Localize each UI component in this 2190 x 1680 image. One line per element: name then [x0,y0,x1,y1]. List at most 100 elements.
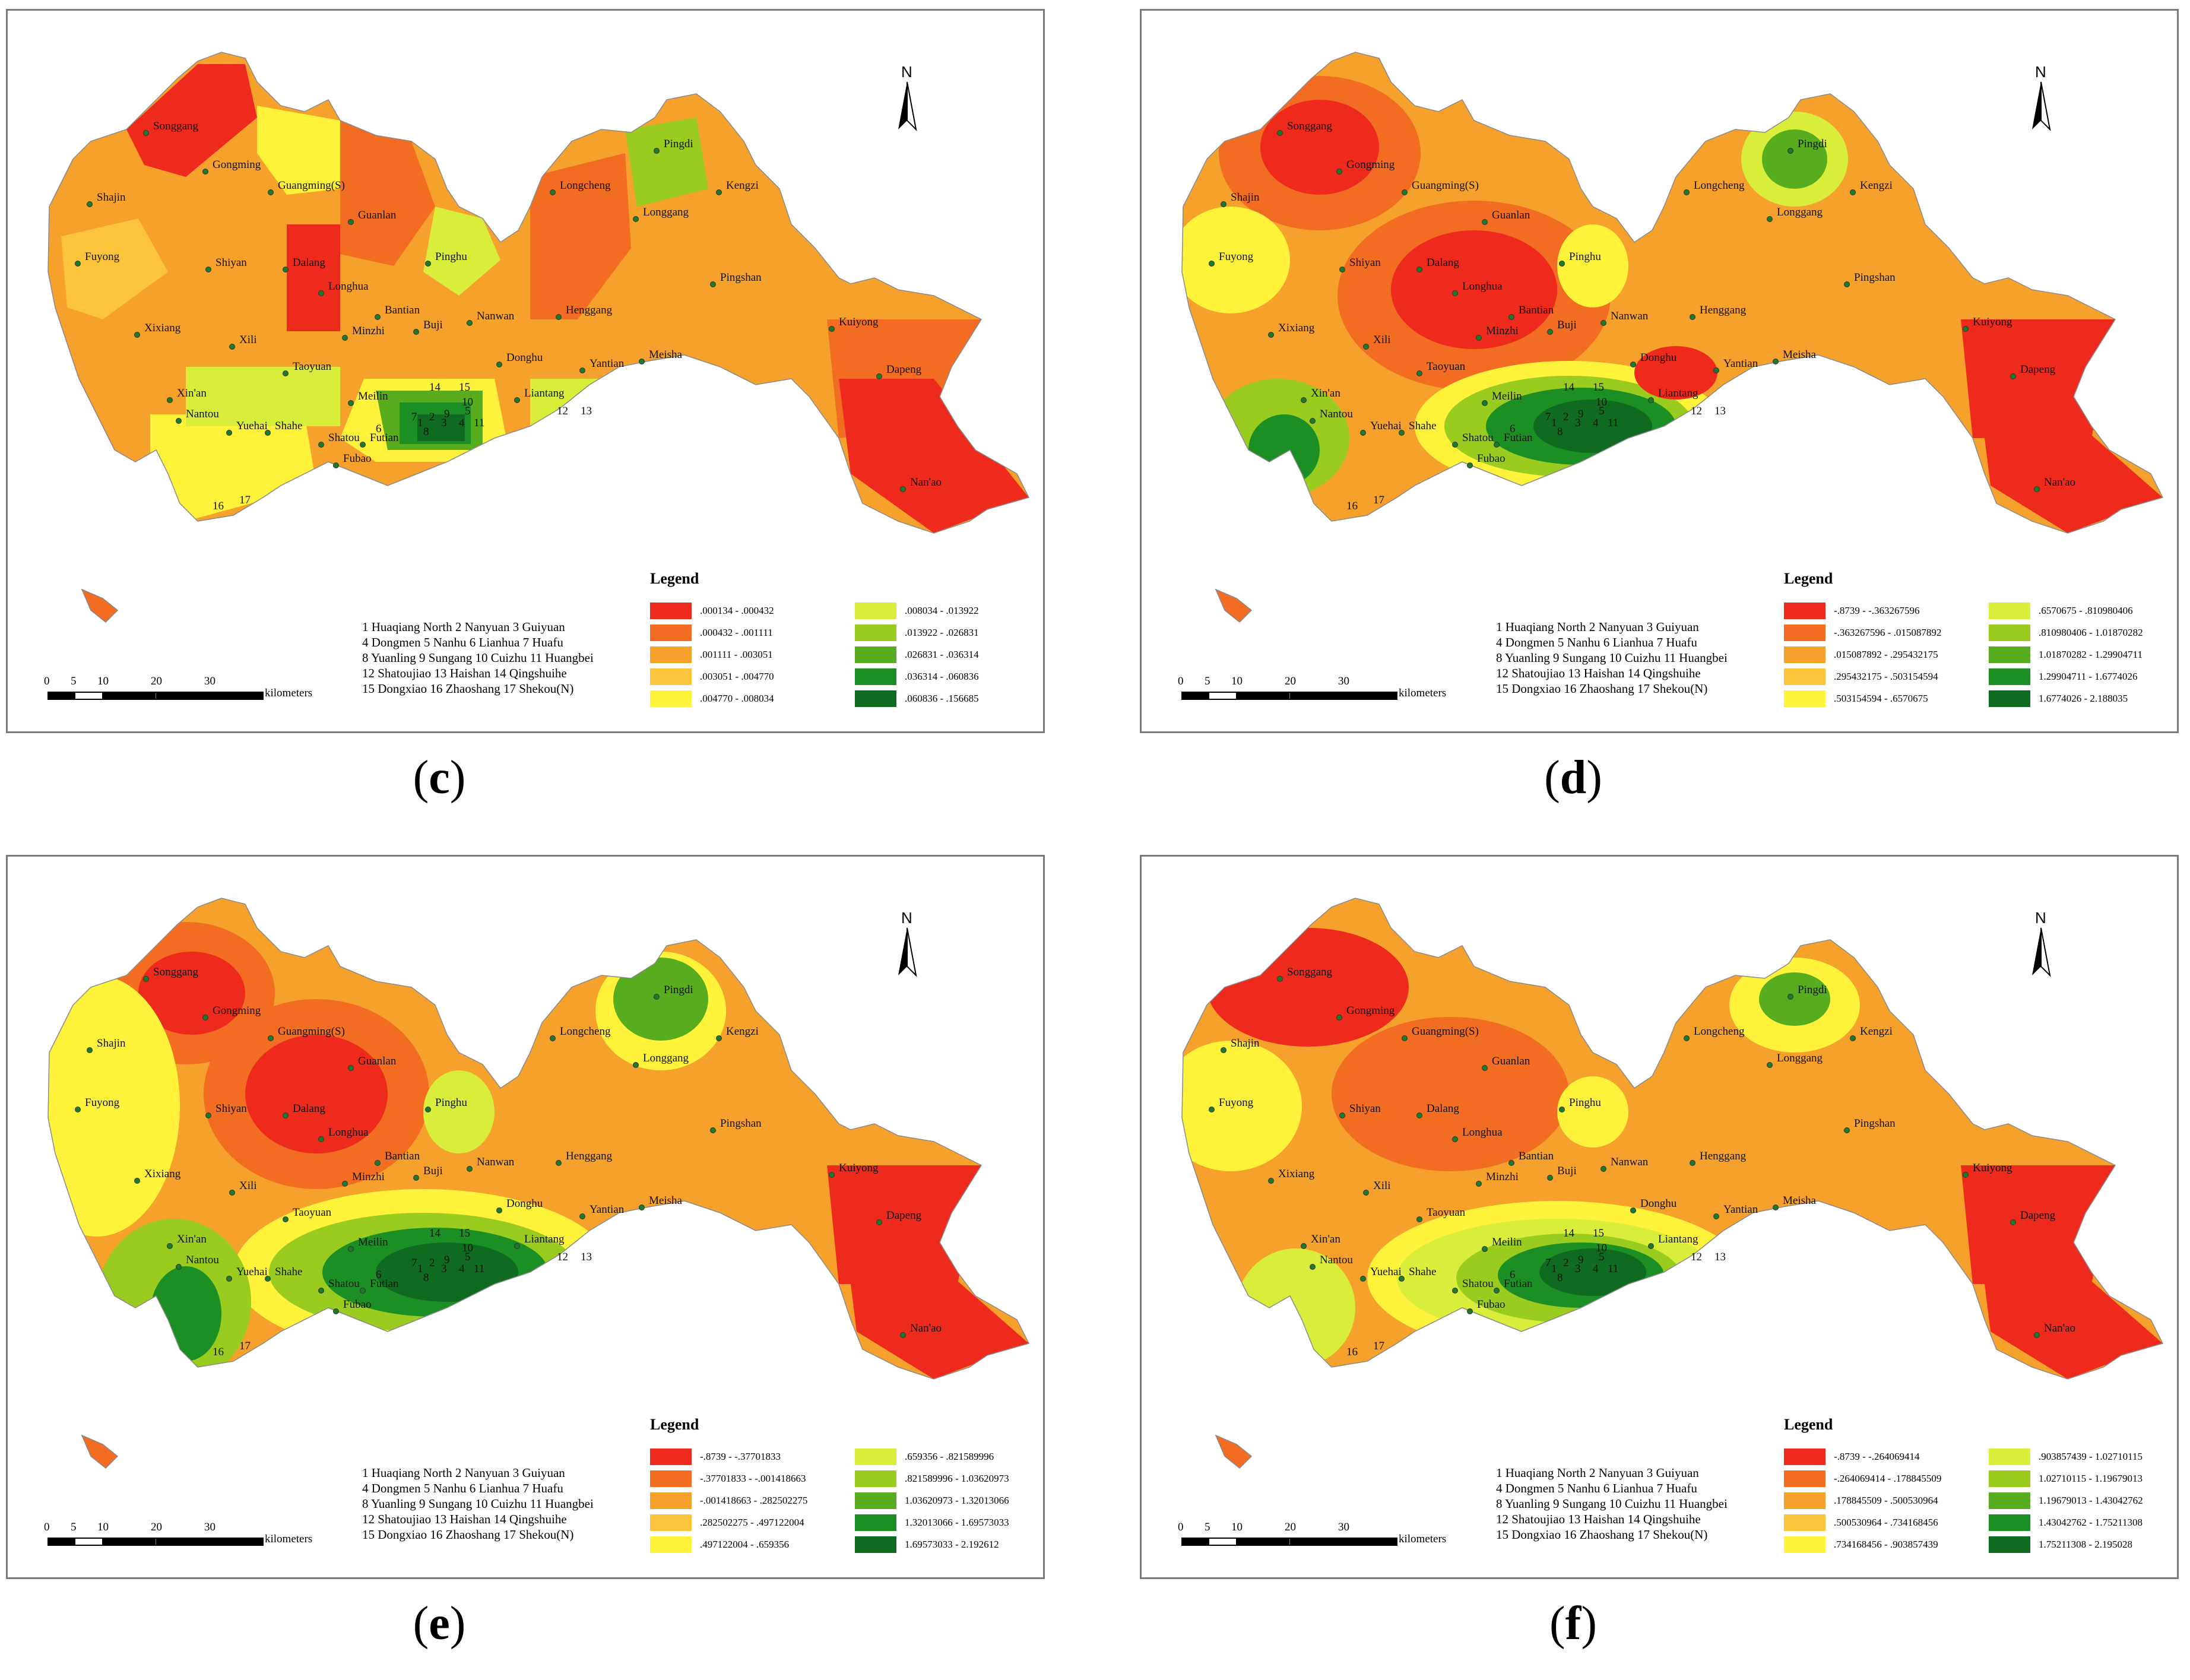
station-list-line: 8 Yuanling 9 Sungang 10 Cuizhu 11 Huangb… [362,1497,594,1511]
station-number: 12 [1691,405,1702,417]
place-label: Guangming(S) [278,1025,345,1038]
place-label: Donghu [1640,1197,1677,1210]
station-number: 8 [1557,426,1563,438]
station-marker [318,290,324,296]
station-marker [342,1181,348,1187]
place-label: Shatou [1462,432,1494,444]
station-marker [1452,1136,1458,1142]
station-marker [496,1207,502,1213]
legend-range: 1.01870282 - 1.29904711 [2039,649,2143,660]
legend-item: .004770 - .008034 [650,690,774,707]
station-marker [579,1213,585,1219]
station-marker [134,1178,140,1184]
station-number: 10 [462,396,473,408]
place-label: Yantian [590,357,625,370]
station-marker [268,1035,274,1041]
station-marker [348,400,354,406]
station-marker [134,332,140,338]
map-panel-d: Songgang Gongming Guangming(S) Shajin Fuyong… [1140,9,2179,733]
legend-swatch [1784,625,1825,641]
legend-swatch [855,625,896,641]
place-label: Liantang [1658,387,1698,400]
legend-range: 1.6774026 - 2.188035 [2039,693,2128,704]
station-marker [1508,314,1514,320]
choropleth-map-e: Songgang Gongming Guangming(S) Shajin Fuyong… [47,898,1029,1469]
station-list-line: 12 Shatoujiao 13 Haishan 14 Qingshuihe [1496,1512,1701,1526]
legend-swatch [1989,603,2030,619]
north-arrow-icon [898,81,917,131]
place-label: Guangming(S) [1412,179,1479,192]
legend-item: -.264069414 - .178845509 [1784,1470,1941,1487]
legend-item: .000432 - .001111 [650,625,773,641]
map-frame: Songgang Gongming Guangming(S) Shajin Fuyong… [1140,9,2179,733]
station-marker [1452,290,1458,296]
scale-bar [47,692,264,700]
place-label: Fubao [1477,1298,1506,1311]
station-marker [360,1288,366,1294]
scale-tick-label: 10 [1231,1521,1243,1533]
station-number: 9 [1578,408,1584,420]
place-label: Shiyan [1349,1102,1381,1115]
place-label: Shajin [97,1037,126,1050]
legend-swatch [650,603,692,619]
station-number: 5 [1599,1251,1605,1263]
north-arrow-icon [2032,81,2051,131]
station-marker [87,201,93,207]
legend-range: 1.75211308 - 2.195028 [2039,1539,2133,1550]
legend-range: .060836 - .156685 [905,693,979,704]
place-label: Dalang [1427,256,1459,269]
place-label: Longgang [643,206,689,218]
station-marker [1684,189,1690,195]
station-list: 1 Huaqiang North 2 Nanyuan 3 Guiyuan 4 Do… [362,1465,594,1542]
legend-range: -.363267596 - .015087892 [1834,627,1942,638]
place-label: Pinghu [1569,1096,1601,1109]
station-number: 8 [1557,1272,1563,1284]
station-marker [1630,362,1636,367]
map-frame: Songgang Gongming Guangming(S) Shajin Fuyong… [6,9,1045,733]
station-marker [283,267,289,272]
panel-label: (d) [1544,752,1602,804]
station-number: 15 [1593,381,1604,394]
scale-tick-label: 5 [71,1521,77,1533]
place-label: Kuiyong [839,316,879,328]
panel-letter: c [429,752,450,804]
legend-swatch [1989,646,2030,663]
place-label: Meilin [358,390,388,402]
station-marker [829,326,835,332]
station-marker [1452,442,1458,448]
station-marker [1339,1112,1345,1118]
station-marker [348,1065,354,1071]
station-marker [579,367,585,373]
station-marker [1963,1172,1969,1178]
station-marker [467,320,473,326]
place-label: Pingshan [1854,271,1896,284]
place-label: Longhua [1462,1126,1503,1139]
station-marker [900,1332,906,1338]
station-marker [654,994,660,1000]
station-marker [1963,326,1969,332]
station-number: 4 [1593,417,1599,429]
station-number: 6 [376,423,382,435]
legend-swatch [650,1514,692,1531]
station-list-line: 8 Yuanling 9 Sungang 10 Cuizhu 11 Huangb… [362,651,594,665]
legend-item: .026831 - .036314 [855,646,979,663]
station-marker [1476,1181,1482,1187]
place-label: Longcheng [1694,179,1745,192]
station-number: 8 [423,426,429,438]
station-list-line: 12 Shatoujiao 13 Haishan 14 Qingshuihe [1496,666,1701,680]
legend-swatch [1784,668,1825,685]
station-number: 1 [1551,1263,1557,1275]
scale-tick-label: 30 [204,1521,215,1533]
legend-range: .810980406 - 1.01870282 [2039,627,2143,638]
place-label: Longgang [643,1052,689,1064]
station-marker [1630,1207,1636,1213]
place-label: Yantian [1723,1203,1758,1216]
station-marker [1363,1190,1369,1196]
station-marker [1301,1243,1307,1249]
station-marker [1310,418,1316,424]
station-list-line: 1 Huaqiang North 2 Nanyuan 3 Guiyuan [362,620,565,634]
station-marker [639,359,645,364]
place-label: Fuyong [1219,251,1254,263]
place-label: Xin'an [177,1233,207,1245]
place-label: Xili [239,1180,257,1192]
